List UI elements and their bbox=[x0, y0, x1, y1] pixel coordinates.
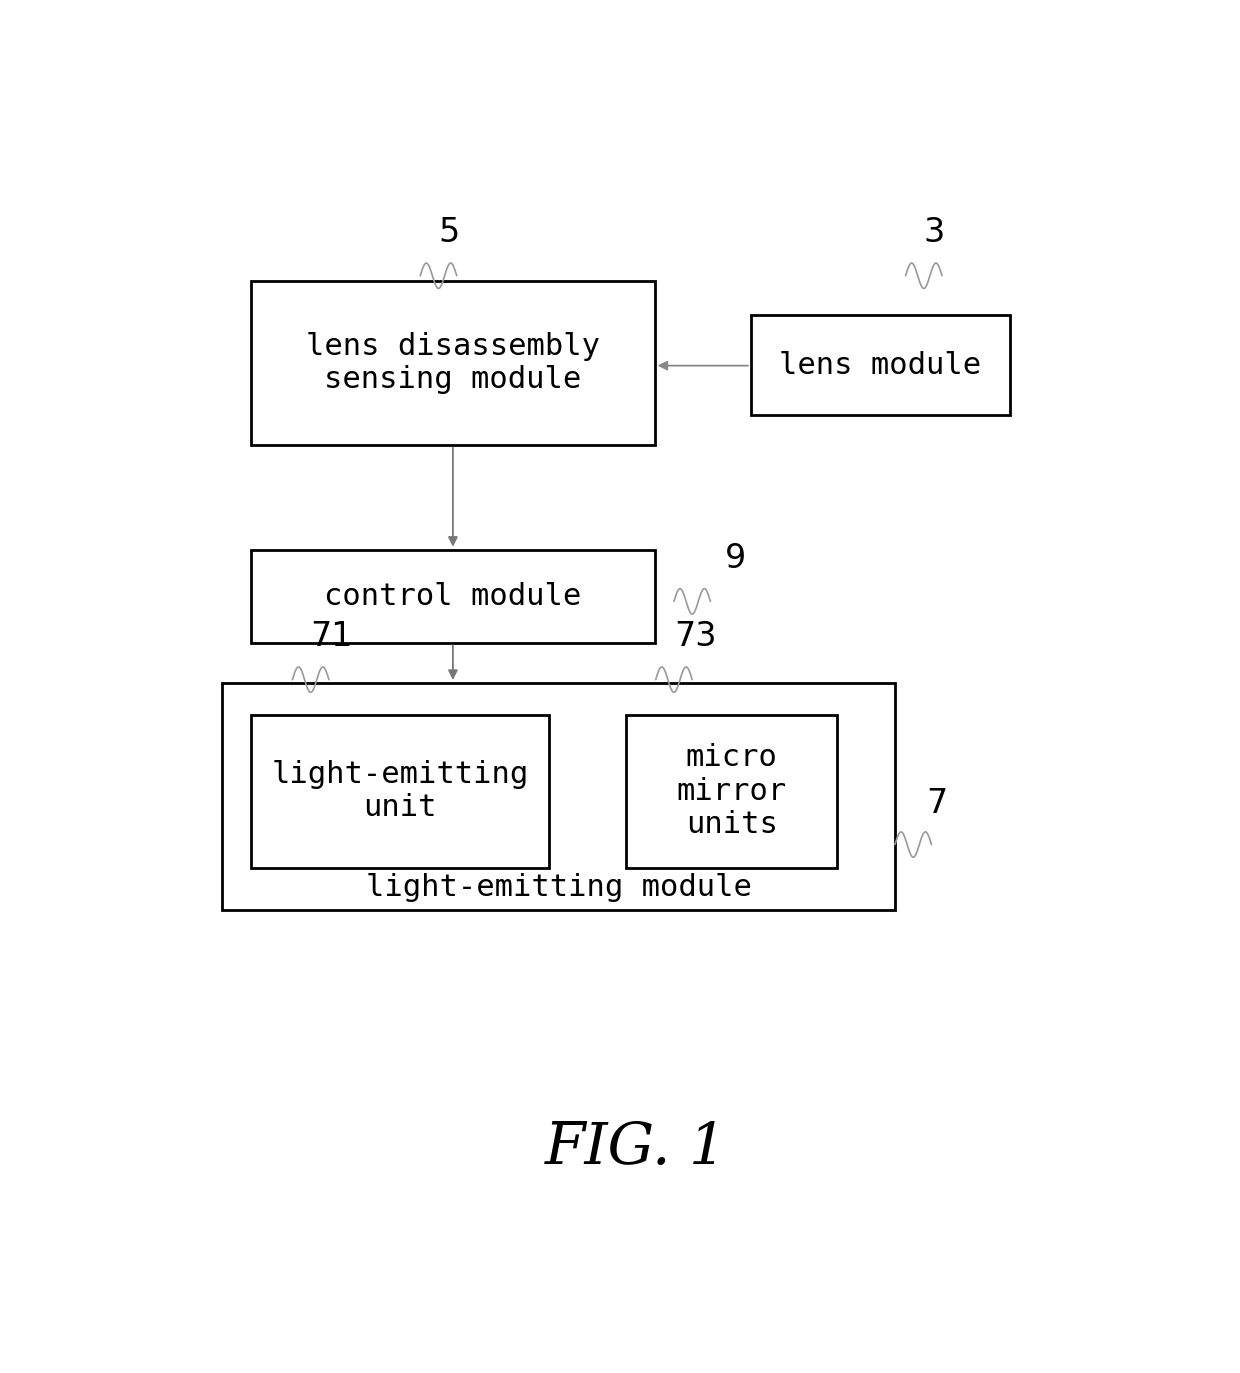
Text: FIG. 1: FIG. 1 bbox=[544, 1120, 727, 1177]
Text: 73: 73 bbox=[675, 621, 717, 654]
Bar bbox=[626, 714, 837, 868]
Bar bbox=[751, 314, 1011, 415]
Bar bbox=[222, 682, 895, 910]
Bar bbox=[250, 281, 655, 445]
Text: 71: 71 bbox=[311, 621, 353, 654]
Text: micro
mirror
units: micro mirror units bbox=[677, 743, 786, 839]
Text: lens disassembly
sensing module: lens disassembly sensing module bbox=[306, 332, 600, 394]
Bar bbox=[250, 714, 549, 868]
Text: lens module: lens module bbox=[780, 350, 982, 379]
Text: control module: control module bbox=[325, 582, 582, 611]
Text: light-emitting
unit: light-emitting unit bbox=[272, 759, 528, 822]
Text: 3: 3 bbox=[924, 217, 945, 250]
Text: 5: 5 bbox=[439, 217, 460, 250]
Text: 9: 9 bbox=[725, 542, 746, 575]
Text: light-emitting module: light-emitting module bbox=[366, 873, 751, 902]
Bar bbox=[250, 549, 655, 643]
Text: 7: 7 bbox=[926, 787, 947, 820]
